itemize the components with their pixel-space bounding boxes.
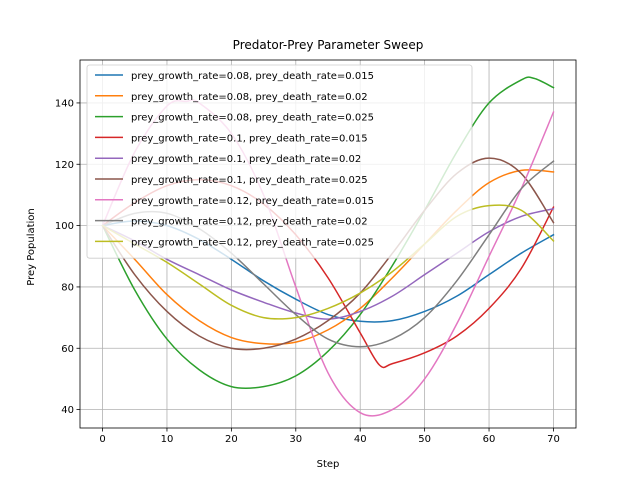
x-tick-label: 60 [483, 434, 496, 445]
legend: prey_growth_rate=0.08, prey_death_rate=0… [86, 64, 473, 259]
x-tick-label: 0 [99, 434, 105, 445]
legend-label-3: prey_growth_rate=0.08, prey_death_rate=0… [131, 113, 374, 124]
y-tick-label: 120 [55, 160, 74, 171]
x-tick-label: 40 [354, 434, 367, 445]
y-tick-label: 80 [61, 282, 74, 293]
x-tick-label: 70 [547, 434, 560, 445]
y-tick-label: 40 [61, 405, 74, 416]
series-line-6 [101, 157, 555, 351]
y-tick-label: 60 [61, 344, 74, 355]
y-tick-label: 140 [55, 98, 74, 109]
x-tick-label: 50 [418, 434, 431, 445]
x-tick-label: 30 [289, 434, 302, 445]
legend-label-6: prey_growth_rate=0.1, prey_death_rate=0.… [131, 175, 368, 186]
series-line-9 [101, 204, 555, 320]
legend-label-5: prey_growth_rate=0.1, prey_death_rate=0.… [131, 154, 361, 165]
x-tick-label: 20 [225, 434, 238, 445]
legend-label-4: prey_growth_rate=0.1, prey_death_rate=0.… [131, 133, 368, 144]
legend-label-9: prey_growth_rate=0.12, prey_death_rate=0… [131, 237, 374, 248]
legend-box [86, 64, 473, 259]
plot-frame [79, 59, 577, 429]
x-axis-label: Step [317, 459, 340, 470]
series-line-3 [101, 76, 555, 390]
legend-label-8: prey_growth_rate=0.12, prey_death_rate=0… [131, 217, 368, 228]
chart-title: Predator-Prey Parameter Sweep [233, 38, 424, 52]
series-line-5 [101, 207, 555, 320]
legend-label-7: prey_growth_rate=0.12, prey_death_rate=0… [131, 196, 374, 207]
x-tick-label: 10 [161, 434, 174, 445]
series-line-2 [101, 169, 555, 345]
legend-label-2: prey_growth_rate=0.08, prey_death_rate=0… [131, 92, 368, 103]
axis-ticks: 0 10 20 30 40 50 60 70 40 60 80 100 120 140 [55, 98, 560, 445]
legend-label-1: prey_growth_rate=0.08, prey_death_rate=0… [131, 71, 374, 82]
y-axis-label: Prey Population [26, 208, 37, 286]
y-tick-label: 100 [55, 221, 74, 232]
